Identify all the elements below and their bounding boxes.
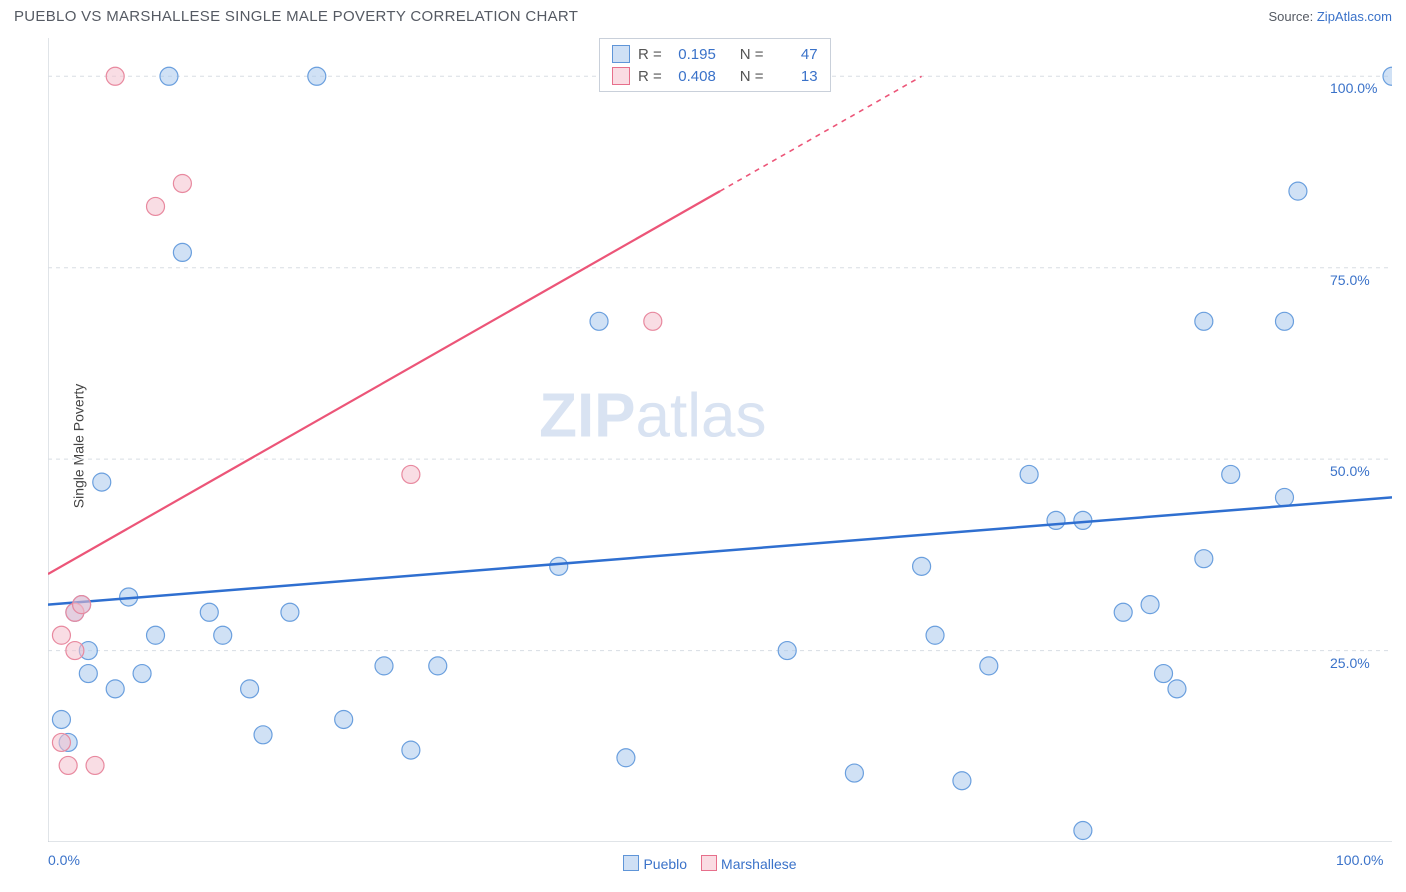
legend-swatch bbox=[623, 855, 639, 871]
source-prefix: Source: bbox=[1268, 9, 1316, 24]
chart-plot-area: ZIPatlas R =0.195N =47R =0.408N =13 bbox=[48, 38, 1392, 842]
x-tick-label: 0.0% bbox=[48, 852, 80, 868]
x-tick-label: 100.0% bbox=[1336, 852, 1383, 868]
scatter-chart-svg bbox=[48, 38, 1392, 842]
series-legend: Pueblo Marshallese bbox=[0, 855, 1406, 872]
stats-legend-row: R =0.408N =13 bbox=[612, 65, 818, 87]
stats-legend-row: R =0.195N =47 bbox=[612, 43, 818, 65]
correlation-stats-legend: R =0.195N =47R =0.408N =13 bbox=[599, 38, 831, 92]
y-tick-label: 100.0% bbox=[1330, 80, 1377, 96]
legend-swatch bbox=[701, 855, 717, 871]
legend-label: Marshallese bbox=[721, 856, 796, 872]
y-tick-label: 25.0% bbox=[1330, 655, 1370, 671]
legend-swatch bbox=[612, 45, 630, 63]
chart-header: PUEBLO VS MARSHALLESE SINGLE MALE POVERT… bbox=[0, 0, 1406, 29]
y-tick-label: 75.0% bbox=[1330, 272, 1370, 288]
legend-swatch bbox=[612, 67, 630, 85]
source-link[interactable]: ZipAtlas.com bbox=[1317, 9, 1392, 24]
y-tick-label: 50.0% bbox=[1330, 463, 1370, 479]
legend-label: Pueblo bbox=[643, 856, 687, 872]
chart-title: PUEBLO VS MARSHALLESE SINGLE MALE POVERT… bbox=[14, 8, 578, 25]
source-attribution: Source: ZipAtlas.com bbox=[1268, 9, 1392, 24]
